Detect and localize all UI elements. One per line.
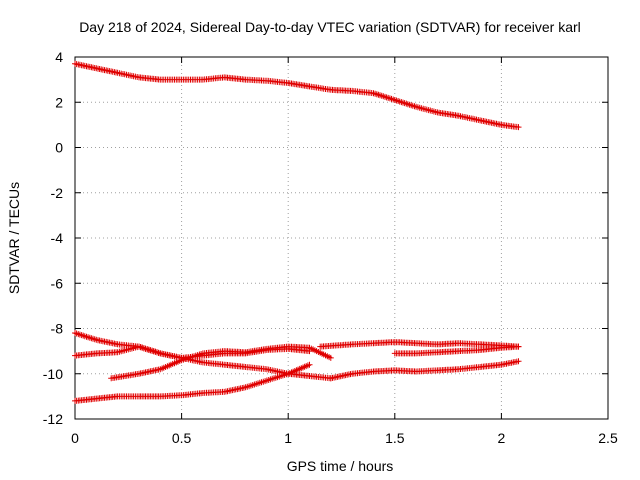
y-tick-label: -8 xyxy=(51,321,64,337)
plus-markers xyxy=(317,339,522,350)
x-tick-label: 0.5 xyxy=(172,430,192,446)
x-tick-label: 1.5 xyxy=(385,430,405,446)
y-tick-label: -12 xyxy=(43,411,63,427)
series-track-lower xyxy=(72,361,313,404)
series-track-e xyxy=(317,339,522,350)
y-tick-label: 2 xyxy=(55,94,63,110)
x-tick-label: 1 xyxy=(284,430,292,446)
plot-frame xyxy=(74,56,609,420)
y-tick-label: 0 xyxy=(55,140,63,156)
grid-lines xyxy=(75,57,608,419)
chart-title: Day 218 of 2024, Sidereal Day-to-day VTE… xyxy=(79,19,581,35)
series-track-f xyxy=(391,343,522,357)
x-tick-label: 0 xyxy=(71,430,79,446)
y-tick-label: -4 xyxy=(51,230,64,246)
plus-markers xyxy=(108,343,334,382)
plus-markers xyxy=(391,343,522,357)
plus-markers xyxy=(327,358,522,382)
y-axis-label: SDTVAR / TECUs xyxy=(6,182,22,294)
x-tick-label: 2 xyxy=(498,430,506,446)
x-tick-label: 2.5 xyxy=(598,430,618,446)
x-tick-labels: 0 0.5 1 1.5 2 2.5 xyxy=(71,430,618,446)
y-tick-label: -6 xyxy=(51,275,64,291)
data-points xyxy=(72,60,522,404)
plus-markers xyxy=(72,361,313,404)
plus-markers xyxy=(72,60,522,131)
series-track-b xyxy=(327,358,522,382)
series-track-upper xyxy=(72,60,522,131)
y-tick-label: -2 xyxy=(51,185,64,201)
y-tick-labels: 4 2 0 -2 -4 -6 -8 -10 -12 xyxy=(43,49,63,427)
x-axis-label: GPS time / hours xyxy=(287,458,394,474)
tick-marks xyxy=(74,56,609,420)
y-tick-label: -10 xyxy=(43,366,63,382)
y-tick-label: 4 xyxy=(55,49,63,65)
series-track-d xyxy=(108,343,334,382)
